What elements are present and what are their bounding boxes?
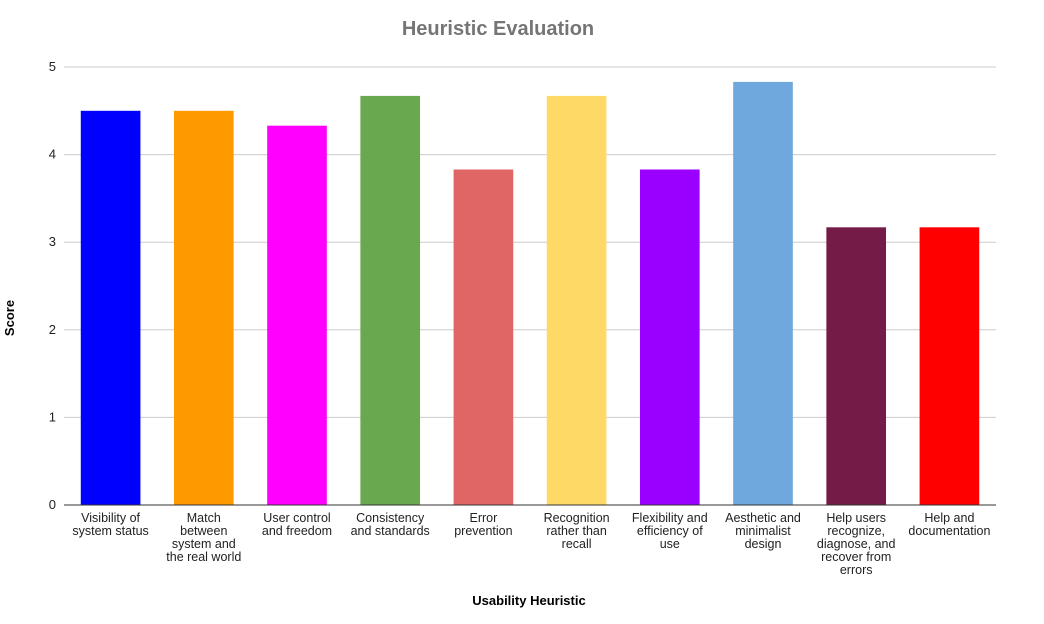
bar	[80, 110, 141, 506]
y-tick-label: 4	[49, 147, 56, 162]
x-tick-label-line: rather than	[546, 524, 607, 538]
x-tick-label: Flexibility and efficiency of use	[632, 511, 708, 551]
x-tick-label-line: the real world	[166, 550, 241, 564]
x-tick-label-line: Visibility of	[81, 511, 140, 525]
x-tick-label-line: Flexibility and	[632, 511, 708, 525]
x-axis-title: Usability Heuristic	[472, 593, 585, 608]
x-tick-label: Help and documentation	[908, 511, 990, 538]
bars	[80, 81, 980, 506]
x-tick-label-line: system status	[72, 524, 148, 538]
x-tick-label-line: recall	[562, 537, 592, 551]
y-axis-ticks: 0 1 2 3 4 5	[49, 59, 56, 512]
bar	[919, 227, 980, 506]
x-tick-label-line: recognize,	[827, 524, 885, 538]
x-tick-label-line: and standards	[351, 524, 430, 538]
chart-title: Heuristic Evaluation	[402, 18, 594, 40]
bar	[546, 95, 607, 506]
y-tick-label: 5	[49, 59, 56, 74]
x-tick-label-line: diagnose, and	[817, 537, 896, 551]
x-tick-label-line: Aesthetic and	[725, 511, 801, 525]
x-tick-label-line: recover from	[821, 550, 891, 564]
bar	[826, 227, 887, 506]
x-tick-label: Recognition rather than recall	[544, 511, 610, 551]
x-tick-label-line: documentation	[908, 524, 990, 538]
x-tick-label-line: Consistency	[356, 511, 425, 525]
x-tick-label: Match between system and the real world	[166, 511, 241, 564]
y-tick-label: 3	[49, 234, 56, 249]
bar	[639, 169, 700, 505]
x-tick-label-line: Match	[187, 511, 221, 525]
bar	[733, 81, 793, 505]
x-tick-label: User control and freedom	[262, 511, 332, 538]
x-tick-label-line: prevention	[454, 524, 512, 538]
x-tick-label: Aesthetic and minimalist design	[725, 511, 801, 551]
x-tick-label-line: efficiency of	[637, 524, 703, 538]
y-tick-label: 2	[49, 322, 56, 337]
y-tick-label: 0	[49, 497, 56, 512]
x-tick-label: Visibility of system status	[72, 511, 148, 538]
x-tick-label-line: User control	[263, 511, 330, 525]
y-tick-label: 1	[49, 409, 56, 424]
bar	[267, 125, 327, 505]
x-tick-label-line: between	[180, 524, 227, 538]
y-axis-title: Score	[2, 300, 17, 336]
x-tick-label-line: Help and	[924, 511, 974, 525]
bar	[453, 169, 514, 505]
x-tick-label-line: errors	[840, 563, 873, 577]
x-tick-label-line: Recognition	[544, 511, 610, 525]
x-tick-label: Error prevention	[454, 511, 512, 538]
x-tick-label-line: use	[660, 537, 680, 551]
x-tick-label-line: design	[745, 537, 782, 551]
bar	[173, 110, 234, 506]
x-tick-label-line: Error	[470, 511, 498, 525]
x-tick-label-line: Help users	[826, 511, 886, 525]
x-tick-label: Help users recognize, diagnose, and recover…	[817, 511, 896, 577]
x-tick-label-line: and freedom	[262, 524, 332, 538]
x-tick-label-line: system and	[172, 537, 236, 551]
x-tick-label-line: minimalist	[735, 524, 791, 538]
x-tick-label: Consistency and standards	[351, 511, 430, 538]
bar	[360, 95, 421, 506]
